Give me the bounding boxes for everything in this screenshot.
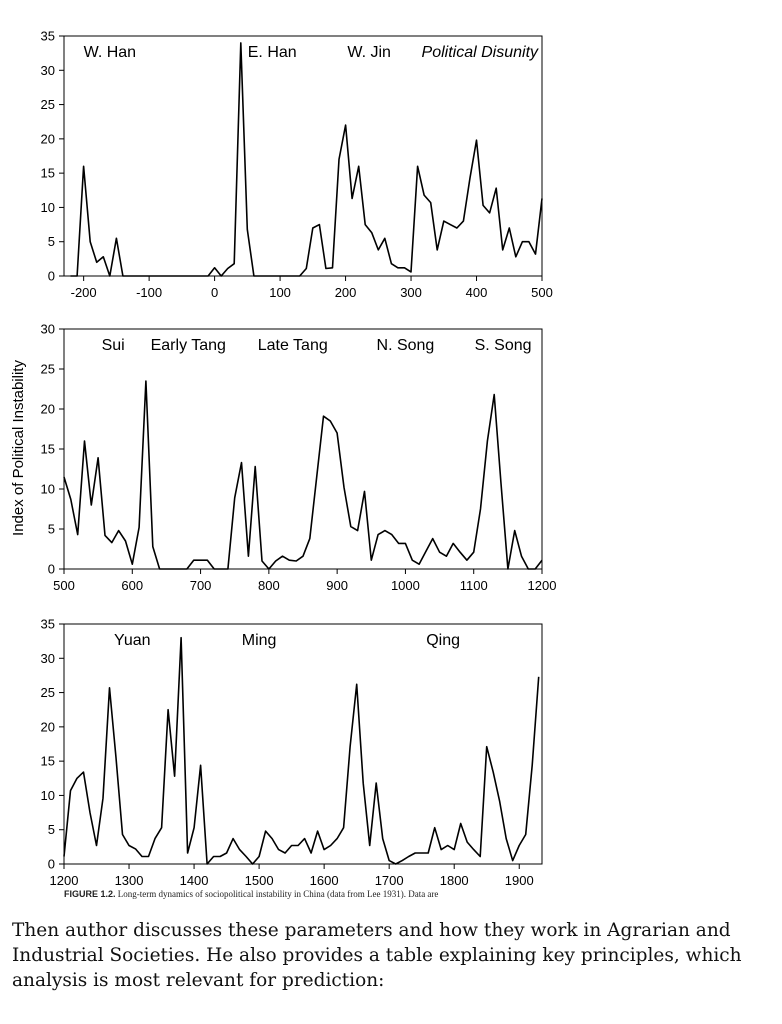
- y-tick-label: 25: [41, 97, 55, 112]
- plot-frame: [63, 328, 543, 570]
- y-tick-label: 10: [41, 788, 55, 803]
- x-tick-label: 300: [400, 285, 422, 300]
- plot-frame: [63, 623, 543, 865]
- x-tick-label: 900: [326, 578, 348, 593]
- x-tick-label: 800: [258, 578, 280, 593]
- y-tick-label: 20: [41, 402, 55, 417]
- x-tick-label: 1200: [50, 873, 79, 888]
- y-tick-label: 10: [41, 200, 55, 215]
- era-label: Ming: [242, 632, 277, 649]
- x-tick-label: 1400: [180, 873, 209, 888]
- x-tick-label: 100: [269, 285, 291, 300]
- y-tick-label: 15: [41, 166, 55, 181]
- chart-panel-han-jin: 0 5 10 15 20 25 30 35 -200 -100 0 100 200 300 400 500 W.…: [41, 29, 553, 301]
- x-tick-label: 1000: [391, 578, 420, 593]
- instability-series-line: [63, 380, 543, 570]
- figure-caption: FIGURE 1.2. Long-term dynamics of sociop…: [64, 889, 764, 899]
- x-tick-label: 0: [211, 285, 218, 300]
- era-label: Yuan: [114, 632, 150, 649]
- x-tick-label: 1700: [375, 873, 404, 888]
- y-tick-label: 10: [41, 482, 55, 497]
- y-tick-label: 15: [41, 442, 55, 457]
- era-label: W. Jin: [347, 44, 391, 61]
- plot-frame: [63, 35, 543, 277]
- x-tick-label: 200: [335, 285, 357, 300]
- x-tick-label: 1800: [440, 873, 469, 888]
- instability-series-line: [70, 42, 543, 277]
- x-tick-label: -200: [71, 285, 97, 300]
- chart-panel-sui-song: 0 5 10 15 20 25 30 500 600 700 800 900 1000 1100 1200 S…: [41, 322, 557, 594]
- era-label: Late Tang: [258, 337, 328, 354]
- y-axis-label: Index of Political Instability: [10, 360, 27, 536]
- x-tick-label: 1300: [115, 873, 144, 888]
- x-tick-label: 400: [466, 285, 488, 300]
- era-label: E. Han: [248, 44, 297, 61]
- era-label: Sui: [102, 337, 125, 354]
- y-tick-label: 5: [48, 822, 55, 837]
- x-tick-label: 1600: [310, 873, 339, 888]
- y-tick-label: 0: [48, 857, 55, 872]
- y-tick-label: 20: [41, 719, 55, 734]
- figure-caption-label: FIGURE 1.2.: [64, 889, 116, 899]
- y-tick-label: 5: [48, 522, 55, 537]
- chart-panel-yuan-qing: 0 5 10 15 20 25 30 35 1200 1300 1400 1500 1600 1700 18…: [41, 617, 543, 888]
- y-tick-label: 0: [48, 269, 55, 284]
- y-tick-label: 15: [41, 754, 55, 769]
- x-tick-label: 1200: [528, 578, 557, 593]
- x-tick-label: 600: [121, 578, 143, 593]
- x-tick-label: 700: [190, 578, 212, 593]
- y-tick-label: 0: [48, 562, 55, 577]
- y-tick-label: 25: [41, 685, 55, 700]
- y-tick-label: 30: [41, 63, 55, 78]
- body-paragraph: Then author discusses these parameters a…: [12, 920, 742, 991]
- y-tick-label: 25: [41, 362, 55, 377]
- x-tick-label: 500: [53, 578, 75, 593]
- x-tick-label: 1100: [460, 578, 488, 593]
- x-tick-label: 1900: [505, 873, 534, 888]
- y-tick-label: 35: [41, 617, 55, 632]
- instability-series-line: [63, 636, 540, 865]
- y-tick-label: 30: [41, 322, 55, 337]
- era-label: Political Disunity: [422, 44, 539, 61]
- y-tick-label: 5: [48, 234, 55, 249]
- figure-caption-text: Long-term dynamics of sociopolitical ins…: [115, 889, 439, 899]
- era-label: Early Tang: [151, 337, 226, 354]
- y-tick-label: 35: [41, 29, 55, 44]
- era-label: S. Song: [475, 337, 532, 354]
- era-label: Qing: [426, 632, 460, 649]
- x-tick-label: 500: [531, 285, 553, 300]
- era-label: N. Song: [377, 337, 435, 354]
- y-tick-label: 20: [41, 131, 55, 146]
- x-tick-label: 1500: [245, 873, 274, 888]
- x-tick-label: -100: [136, 285, 162, 300]
- era-label: W. Han: [84, 44, 136, 61]
- y-tick-label: 30: [41, 651, 55, 666]
